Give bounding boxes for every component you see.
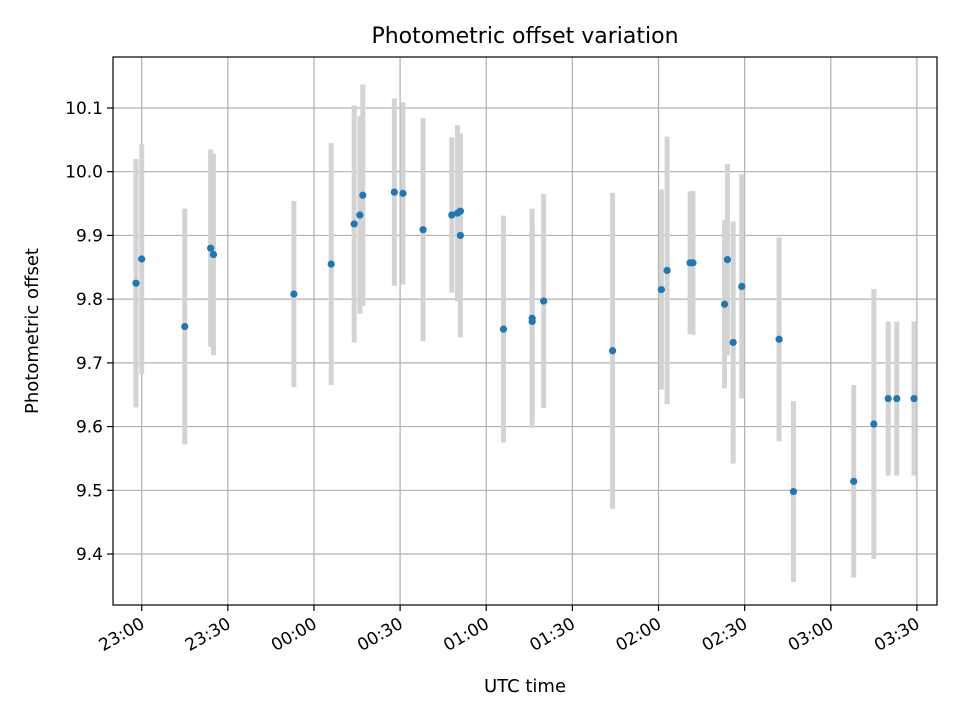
- data-point: [540, 297, 548, 305]
- y-tick-label: 10.1: [65, 99, 103, 119]
- data-point: [720, 300, 729, 308]
- y-tick-label: 9.4: [76, 545, 103, 565]
- plot-frame: [112, 56, 938, 606]
- chart-title: Photometric offset variation: [371, 24, 678, 49]
- y-tick-label: 9.8: [76, 290, 103, 310]
- data-point: [290, 290, 298, 298]
- y-tick-label: 9.5: [76, 481, 103, 501]
- data-point: [729, 338, 737, 347]
- data-point: [359, 191, 367, 199]
- grid-layer: [113, 57, 937, 605]
- data-point: [132, 279, 140, 287]
- y-tick-label: 10.0: [65, 163, 103, 183]
- data-point: [399, 189, 407, 197]
- data-point: [738, 282, 746, 290]
- data-point: [138, 255, 146, 263]
- data-point: [657, 285, 665, 294]
- data-point: [608, 347, 617, 355]
- x-axis-label: UTC time: [484, 676, 566, 697]
- data-point: [528, 317, 536, 326]
- data-point: [663, 266, 671, 275]
- data-point: [884, 394, 892, 403]
- data-point: [181, 322, 189, 331]
- data-point: [499, 325, 508, 333]
- y-tick-label: 9.6: [76, 418, 103, 438]
- data-point: [893, 394, 901, 403]
- y-axis-label: Photometric offset: [22, 248, 43, 414]
- data-point: [870, 420, 878, 428]
- y-tick-label: 9.9: [76, 226, 103, 246]
- data-point: [350, 220, 358, 228]
- data-point: [390, 188, 398, 196]
- data-point: [775, 335, 783, 343]
- data-point: [456, 207, 465, 215]
- data-point: [789, 487, 798, 496]
- data-point: [207, 244, 215, 252]
- data-point: [723, 256, 732, 264]
- y-axis: 9.4 9.5 9.6 9.7 9.8 9.9 10.0 10.1: [65, 99, 113, 565]
- data-point: [689, 259, 697, 267]
- data-point: [850, 477, 858, 485]
- data-point: [456, 231, 465, 240]
- y-tick-label: 9.7: [76, 354, 103, 374]
- data-point: [419, 226, 427, 234]
- data-point: [327, 260, 335, 268]
- data-point: [448, 211, 456, 219]
- data-point: [356, 211, 364, 219]
- data-point: [209, 250, 218, 259]
- point-layer: [132, 188, 918, 496]
- data-point: [910, 394, 918, 403]
